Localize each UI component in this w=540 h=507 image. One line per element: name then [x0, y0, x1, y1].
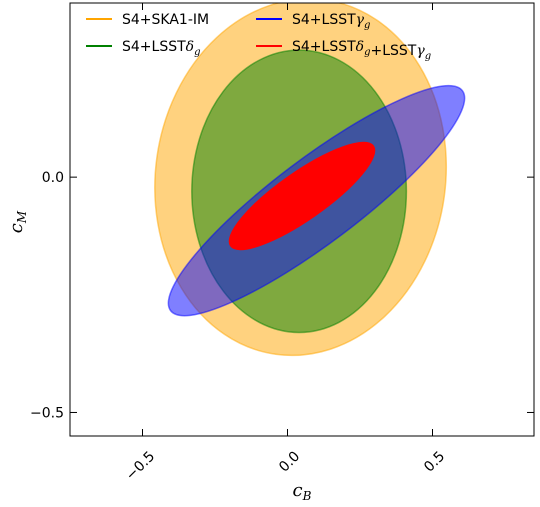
legend-label-subscript: g: [364, 47, 370, 58]
ellipse-layer: [154, 3, 466, 357]
y-axis-label-sub: M: [15, 210, 29, 224]
legend-label-text: S4+LSST: [122, 39, 186, 55]
legend-label-text: +LSST: [371, 43, 417, 59]
legend-label-2: S4+LSSTδg: [122, 39, 201, 58]
legend-label-4: S4+LSSTδg+LSSTγg: [292, 39, 431, 62]
x-tick-label: 0.5: [421, 448, 448, 475]
legend-label-symbol: γ: [416, 43, 425, 59]
plot-frame: [69, 2, 535, 437]
x-axis-label: cB: [293, 480, 312, 503]
y-tick-label: −0.5: [30, 405, 64, 421]
x-axis-label-main: c: [293, 480, 303, 501]
y-axis-label-main: c: [6, 223, 27, 233]
legend-label-symbol: γ: [356, 12, 365, 28]
legend-label-1: S4+SKA1-IM: [122, 12, 209, 28]
legend-label-3: S4+LSSTγg: [292, 12, 370, 31]
legend-label-symbol: δ: [356, 39, 364, 55]
legend-label-text: S4+LSST: [292, 12, 356, 28]
x-tick-label: 0.0: [276, 448, 303, 475]
y-axis-label: cM: [6, 210, 29, 233]
legend: S4+SKA1-IMS4+LSSTδgS4+LSSTγgS4+LSSTδg+LS…: [86, 12, 431, 62]
legend-label-subscript: g: [364, 20, 370, 31]
x-axis-label-sub: B: [302, 489, 312, 503]
ellipse-4: [228, 141, 376, 251]
legend-label-text: S4+LSST: [292, 39, 356, 55]
legend-label-symbol: δ: [186, 39, 194, 55]
legend-label-subscript: g: [194, 47, 200, 58]
legend-label-subscript: g: [425, 51, 431, 62]
legend-label-text: S4+SKA1-IM: [122, 12, 209, 28]
y-tick-label: 0.0: [42, 170, 64, 186]
x-tick-label: −0.5: [123, 448, 158, 483]
